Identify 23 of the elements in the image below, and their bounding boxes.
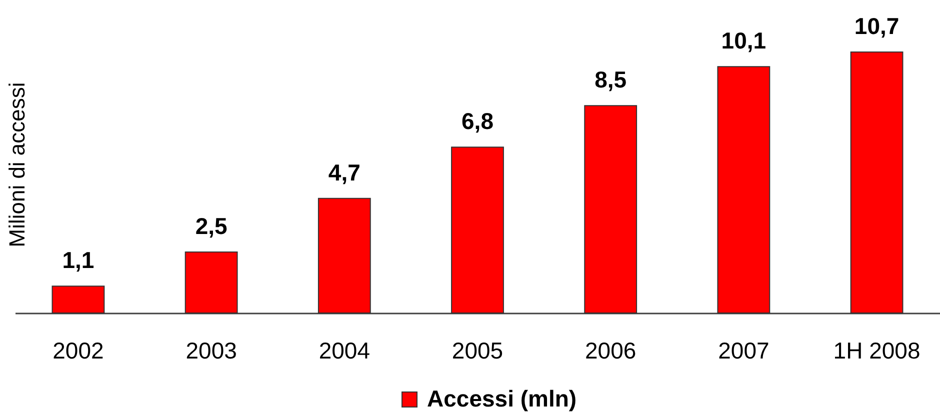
y-axis-title: Milioni di accessi <box>4 82 30 248</box>
bar <box>850 52 904 314</box>
x-tick-label: 2005 <box>452 338 504 364</box>
data-label: 10,7 <box>854 13 900 39</box>
bar <box>318 198 371 314</box>
x-tick-label: 1H 2008 <box>833 338 920 364</box>
bar <box>717 66 770 314</box>
x-tick-label: 2003 <box>186 338 237 364</box>
bar <box>451 146 504 314</box>
x-tick-label: 2007 <box>718 338 770 364</box>
data-label: 4,7 <box>328 159 360 186</box>
x-tick-label: 2004 <box>318 338 370 364</box>
data-label: 1,1 <box>62 247 94 274</box>
data-label: 10,1 <box>721 28 766 54</box>
bar <box>584 105 638 314</box>
x-tick-label: 2006 <box>585 338 636 364</box>
data-label: 2,5 <box>195 213 228 240</box>
data-label: 8,5 <box>594 66 627 93</box>
legend-label: Accessi (mln) <box>427 386 577 412</box>
bar <box>184 252 238 314</box>
x-tick-label: 2002 <box>52 338 104 364</box>
bar <box>52 286 105 314</box>
data-label: 6,8 <box>462 108 494 134</box>
